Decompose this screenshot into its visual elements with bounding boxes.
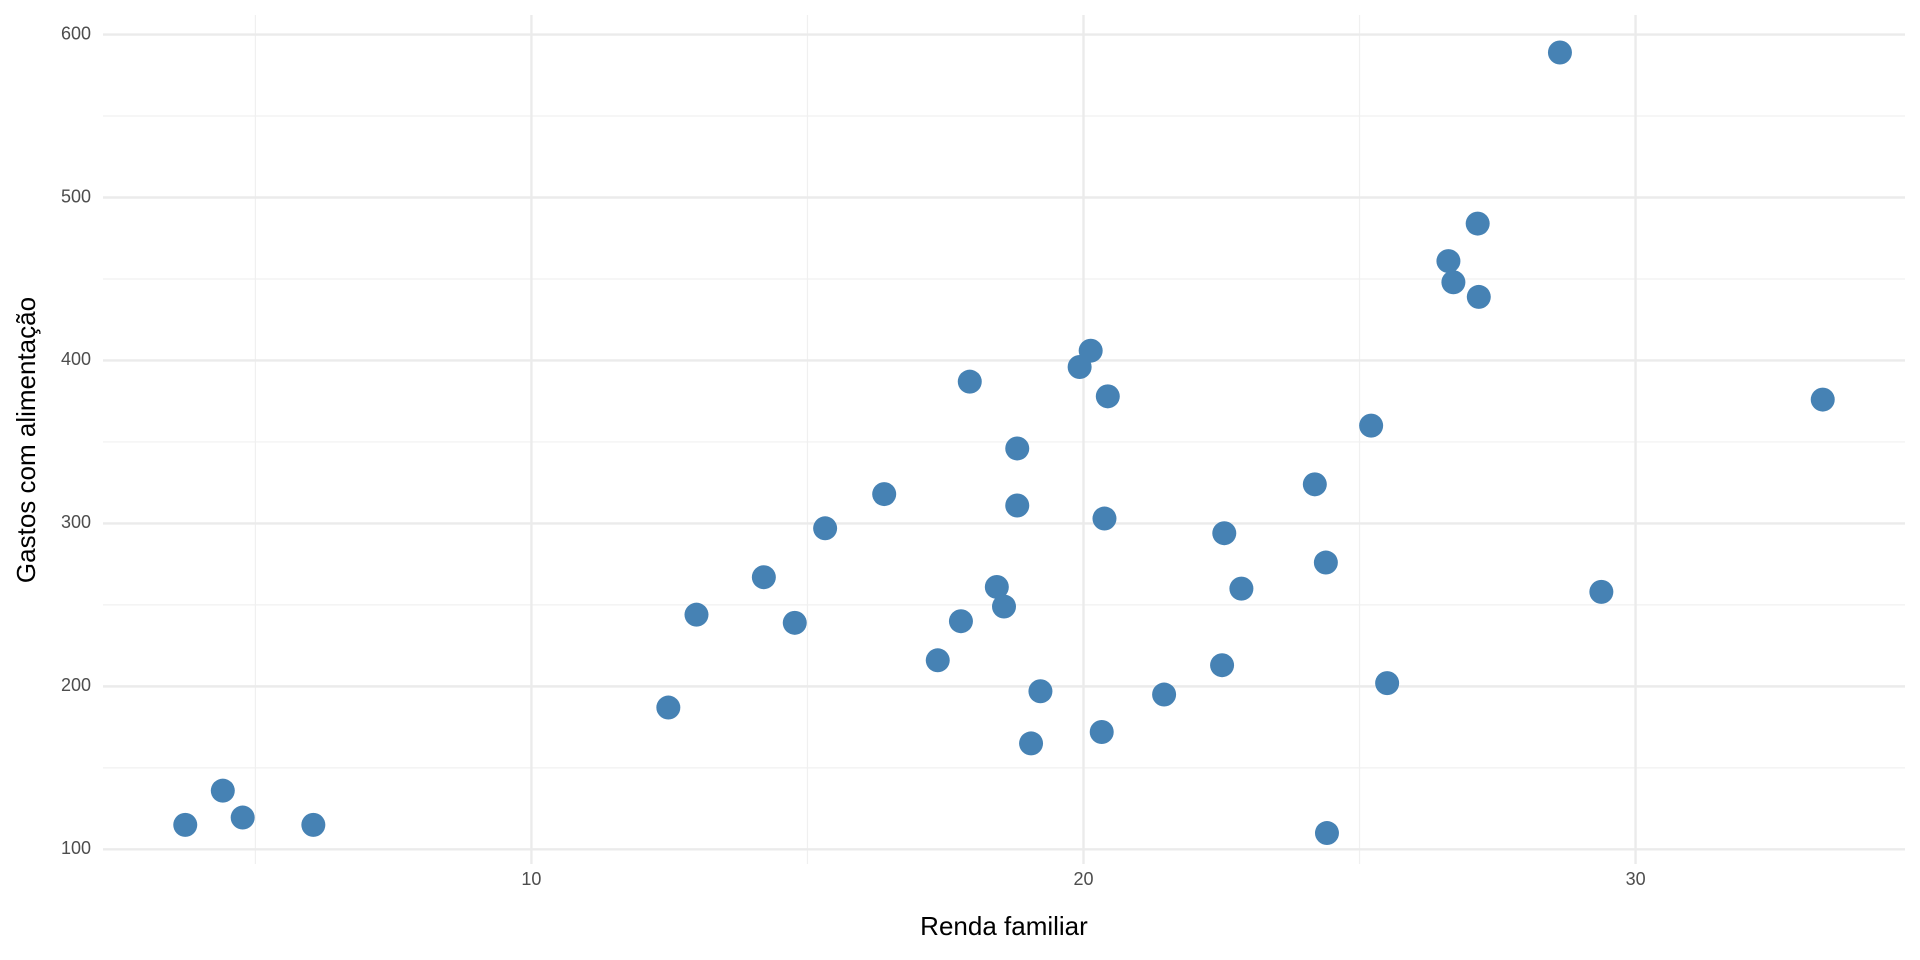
point bbox=[210, 778, 235, 803]
point bbox=[813, 516, 838, 541]
point bbox=[782, 610, 807, 635]
point bbox=[872, 482, 897, 507]
y-tick-label: 600 bbox=[61, 23, 91, 43]
point bbox=[1005, 493, 1030, 518]
point bbox=[751, 565, 776, 590]
point bbox=[1313, 550, 1338, 575]
x-tick-label: 30 bbox=[1626, 869, 1646, 889]
point bbox=[1212, 521, 1237, 546]
point bbox=[1589, 579, 1614, 604]
point bbox=[1078, 338, 1103, 363]
point bbox=[1019, 731, 1044, 756]
point bbox=[1436, 249, 1461, 274]
point bbox=[656, 695, 681, 720]
point bbox=[1092, 506, 1117, 531]
point bbox=[1441, 270, 1466, 295]
x-axis-title: Renda familiar bbox=[920, 911, 1088, 941]
point bbox=[1302, 472, 1327, 497]
point bbox=[1028, 679, 1053, 704]
point bbox=[1095, 384, 1120, 409]
x-tick-label: 20 bbox=[1073, 869, 1093, 889]
point bbox=[684, 602, 709, 627]
point bbox=[925, 648, 950, 673]
point bbox=[1229, 576, 1254, 601]
point bbox=[1375, 671, 1400, 696]
point bbox=[1359, 413, 1384, 438]
y-tick-label: 200 bbox=[61, 675, 91, 695]
point bbox=[1210, 653, 1235, 678]
point bbox=[1005, 436, 1030, 461]
point bbox=[992, 594, 1016, 619]
point bbox=[301, 812, 326, 837]
y-tick-label: 100 bbox=[61, 838, 91, 858]
y-tick-label: 300 bbox=[61, 512, 91, 532]
y-tick-label: 500 bbox=[61, 186, 91, 206]
point bbox=[957, 369, 982, 394]
point bbox=[173, 812, 198, 837]
point bbox=[1089, 720, 1114, 745]
x-tick-label: 10 bbox=[521, 869, 541, 889]
point bbox=[1547, 40, 1572, 65]
point bbox=[984, 574, 1009, 599]
point bbox=[230, 805, 255, 830]
point bbox=[1810, 387, 1835, 412]
point bbox=[1465, 211, 1490, 236]
point bbox=[948, 609, 973, 634]
y-axis-title: Gastos com alimentação bbox=[11, 297, 41, 583]
y-tick-label: 400 bbox=[61, 349, 91, 369]
point bbox=[1152, 682, 1177, 707]
point bbox=[1466, 284, 1491, 309]
point bbox=[1314, 821, 1339, 846]
